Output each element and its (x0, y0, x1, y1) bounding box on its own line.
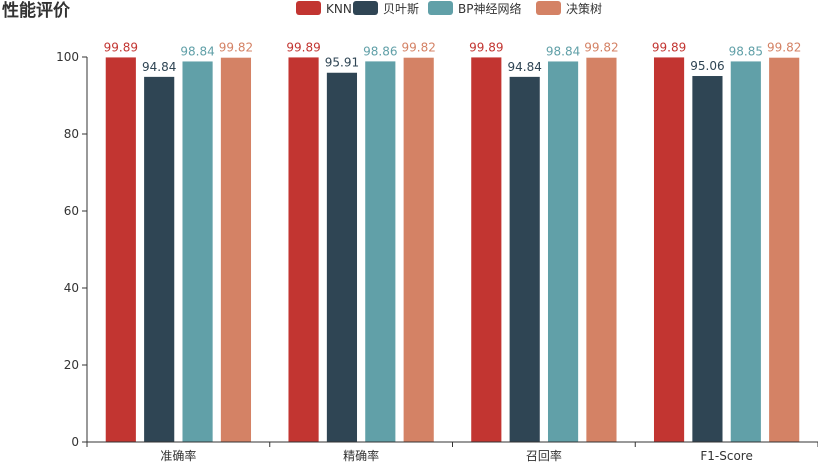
data-label: 98.84 (546, 44, 580, 58)
legend-swatch (296, 1, 321, 15)
y-axis: 0 20 40 60 80 100 (56, 50, 88, 449)
legend-swatch (536, 1, 561, 15)
data-label: 99.89 (652, 40, 686, 54)
data-label: 98.85 (729, 44, 763, 58)
bar (403, 57, 434, 443)
legend-label: 决策树 (566, 1, 602, 16)
bar (586, 57, 617, 443)
data-label: 95.91 (325, 56, 359, 70)
x-tick-label: 召回率 (526, 448, 562, 463)
y-tick-label: 20 (64, 358, 79, 372)
legend: KNN 贝叶斯 BP神经网络 决策树 (296, 1, 602, 16)
bar (288, 57, 319, 443)
chart-title: 性能评价 (2, 0, 71, 21)
bar (182, 61, 213, 442)
bar (105, 57, 136, 443)
data-label: 99.82 (402, 41, 436, 55)
bar (220, 57, 252, 443)
bar (326, 72, 358, 443)
legend-swatch (428, 1, 453, 15)
data-label: 99.82 (219, 41, 253, 55)
legend-label: BP神经网络 (458, 1, 521, 16)
bar (547, 61, 579, 442)
y-tick-label: 100 (56, 50, 79, 64)
data-label: 95.06 (690, 59, 724, 73)
x-tick-label: 精确率 (343, 448, 379, 463)
data-label: 98.84 (180, 44, 214, 58)
bar (471, 57, 502, 443)
x-axis: 准确率 精确率 召回率 F1-Score (86, 441, 818, 463)
data-label: 99.89 (286, 40, 320, 54)
plot-area: 99.89 94.84 98.84 99.82 99.89 95.91 98.86 99.82… (104, 40, 801, 443)
data-label: 99.89 (469, 40, 503, 54)
legend-swatch (353, 1, 378, 15)
bar (692, 76, 723, 443)
bar (653, 57, 685, 443)
y-tick-label: 80 (64, 127, 79, 141)
data-label: 99.89 (104, 40, 138, 54)
bar (509, 76, 540, 442)
x-tick-label: 准确率 (160, 448, 196, 463)
data-label: 99.82 (767, 41, 801, 55)
y-tick-label: 60 (64, 204, 79, 218)
data-label: 99.82 (584, 41, 618, 55)
x-tick-label: F1-Score (700, 449, 752, 463)
legend-label: KNN (326, 2, 352, 16)
y-tick-label: 0 (71, 435, 79, 449)
data-label: 98.86 (363, 44, 397, 58)
bar (365, 61, 396, 442)
bar (769, 57, 800, 443)
bar (144, 76, 175, 442)
y-tick-label: 40 (64, 281, 79, 295)
bar (730, 61, 761, 443)
legend-label: 贝叶斯 (383, 2, 419, 16)
data-label: 94.84 (508, 60, 542, 74)
data-label: 94.84 (142, 60, 176, 74)
